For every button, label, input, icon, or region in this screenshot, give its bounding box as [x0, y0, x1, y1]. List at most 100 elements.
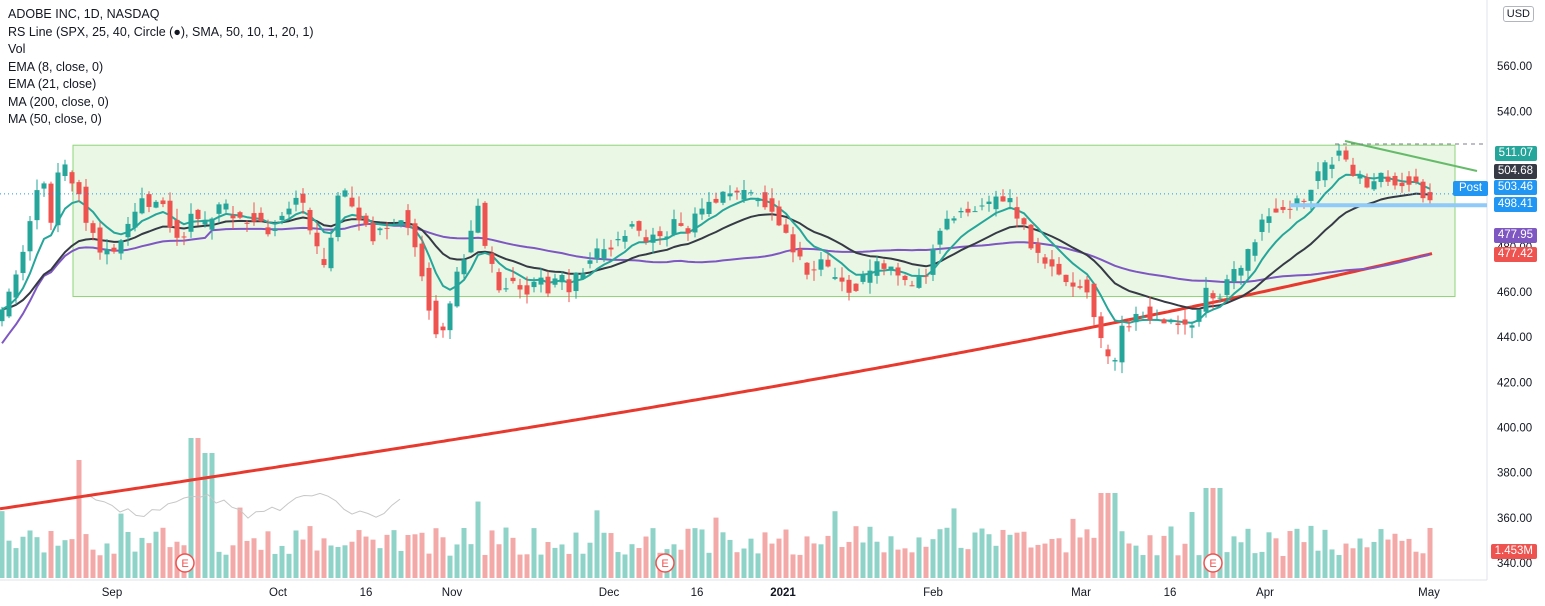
- symbol-title[interactable]: ADOBE INC, 1D, NASDAQ: [8, 7, 160, 21]
- candle-body: [1294, 198, 1300, 204]
- volume-bar: [629, 544, 635, 578]
- candle-body: [468, 230, 474, 253]
- candle-body: [1308, 189, 1314, 201]
- price-tick-label: 400.00: [1497, 423, 1532, 435]
- candle-body: [342, 190, 348, 197]
- candle-body: [1364, 177, 1370, 188]
- indicator-vol[interactable]: Vol: [8, 42, 26, 56]
- candle-body: [706, 201, 712, 215]
- indicator-ema21[interactable]: EMA (21, close): [8, 77, 97, 91]
- volume-bar: [1245, 528, 1251, 578]
- volume-bar: [706, 552, 712, 578]
- candle-body: [41, 183, 47, 189]
- volume-bar: [573, 532, 579, 578]
- rs-line: [79, 492, 401, 519]
- volume-bar: [48, 530, 54, 578]
- candle-body: [741, 190, 747, 200]
- volume-bar: [370, 539, 376, 578]
- candle-body: [909, 285, 915, 287]
- last-price-tag: 503.46: [1493, 180, 1537, 195]
- candle-body: [13, 274, 19, 298]
- candle-body: [146, 194, 152, 207]
- candle-body: [1420, 181, 1426, 199]
- volume-bar: [1259, 551, 1265, 578]
- volume-bar: [734, 552, 740, 578]
- price-tick-label: 380.00: [1497, 468, 1532, 480]
- volume-bar: [601, 532, 607, 578]
- ema21-line: [1, 192, 1431, 311]
- candle-body: [174, 219, 180, 238]
- volume-bar: [1210, 488, 1216, 578]
- volume-bar: [1091, 537, 1097, 578]
- volume-bar: [1217, 488, 1223, 578]
- earnings-marker: [655, 553, 675, 573]
- volume-bar: [1147, 535, 1153, 578]
- volume-bar: [433, 528, 439, 578]
- candle-body: [230, 215, 236, 219]
- volume-bar: [272, 553, 278, 578]
- indicator-ma50[interactable]: MA (50, close, 0): [8, 112, 102, 126]
- earnings-marker: [1203, 553, 1223, 573]
- volume-bar: [118, 513, 124, 578]
- candle-body: [734, 190, 740, 193]
- volume-bar: [62, 540, 68, 578]
- ema21-price-tag: 504.68: [1493, 164, 1537, 179]
- candle-body: [937, 230, 943, 245]
- candle-body: [482, 202, 488, 246]
- candle-body: [657, 231, 663, 237]
- candle-body: [664, 236, 670, 239]
- candle-body: [832, 277, 838, 279]
- volume-tag: 1.453M: [1490, 544, 1537, 559]
- candle-body: [1028, 224, 1034, 249]
- currency-button[interactable]: USD: [1502, 6, 1534, 22]
- candle-body: [608, 247, 614, 250]
- candle-body: [412, 223, 418, 248]
- volume-bar: [1084, 529, 1090, 578]
- volume-bar: [895, 549, 901, 578]
- volume-bar: [545, 542, 551, 578]
- candle-body: [601, 249, 607, 260]
- indicator-rs-line[interactable]: RS Line (SPX, 25, 40, Circle (●), SMA, 5…: [8, 24, 314, 39]
- time-tick-label: Nov: [442, 587, 463, 599]
- candle-body: [1413, 176, 1419, 183]
- candle-body: [790, 234, 796, 253]
- candle-body: [1238, 267, 1244, 276]
- candle-body: [160, 200, 166, 205]
- candle-body: [1049, 259, 1055, 267]
- candle-body: [1343, 150, 1349, 160]
- indicator-ma200[interactable]: MA (200, close, 0): [8, 94, 109, 109]
- candle-body: [902, 275, 908, 281]
- volume-bar: [1154, 555, 1160, 578]
- volume-bar: [1049, 538, 1055, 578]
- volume-bar: [55, 545, 61, 578]
- candle-body: [349, 197, 355, 207]
- volume-bar: [923, 546, 929, 578]
- post-market-badge[interactable]: Post: [1453, 181, 1489, 196]
- candle-body: [1175, 323, 1181, 326]
- candle-body: [244, 222, 250, 224]
- volume-bar: [1287, 531, 1293, 578]
- volume-bar: [818, 544, 824, 578]
- candle-body: [1378, 172, 1384, 183]
- candle-body: [1133, 313, 1139, 323]
- candle-body: [1210, 293, 1216, 299]
- candle-body: [1196, 309, 1202, 322]
- time-tick-label: Sep: [102, 587, 122, 599]
- candle-body: [531, 281, 537, 288]
- volume-bar: [1273, 538, 1279, 578]
- candle-body: [944, 218, 950, 230]
- volume-bar: [314, 550, 320, 578]
- candle-body: [895, 267, 901, 276]
- candle-body: [237, 212, 243, 218]
- indicator-ema8[interactable]: EMA (8, close, 0): [8, 59, 104, 74]
- candle-body: [510, 277, 516, 282]
- volume-bar: [1098, 493, 1104, 578]
- candle-body: [797, 248, 803, 257]
- volume-bar: [1105, 493, 1111, 578]
- earnings-marker: [175, 553, 195, 573]
- candle-body: [1119, 325, 1125, 363]
- candle-body: [377, 228, 383, 231]
- volume-bar: [1077, 537, 1083, 578]
